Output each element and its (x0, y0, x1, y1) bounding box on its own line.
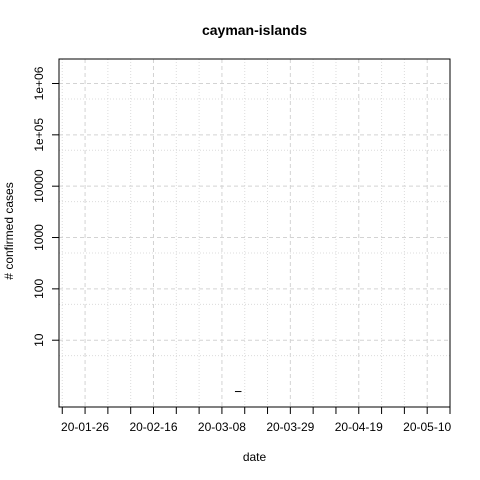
y-tick-label: 1000 (32, 224, 46, 251)
x-tick-label: 20-03-08 (198, 420, 246, 434)
chart-title: cayman-islands (202, 22, 307, 38)
y-tick-label: 1e+05 (32, 118, 46, 152)
x-tick-label: 20-01-26 (61, 420, 109, 434)
x-tick-label: 20-03-29 (266, 420, 314, 434)
y-tick-label: 10000 (32, 169, 46, 203)
y-tick-label: 1e+06 (32, 66, 46, 100)
x-axis-label: date (243, 450, 267, 464)
y-axis-label: # confirmed cases (2, 182, 16, 279)
x-tick-label: 20-04-19 (335, 420, 383, 434)
y-tick-label: 10 (32, 333, 46, 347)
axes: 20-01-26 20-02-16 20-03-08 20-03-29 20-04-19… (32, 66, 452, 434)
x-tick-label: 20-05-10 (403, 420, 451, 434)
y-tick-label: 100 (32, 279, 46, 299)
x-tick-label: 20-02-16 (129, 420, 177, 434)
plot-frame (58, 58, 451, 408)
grid (59, 59, 451, 407)
